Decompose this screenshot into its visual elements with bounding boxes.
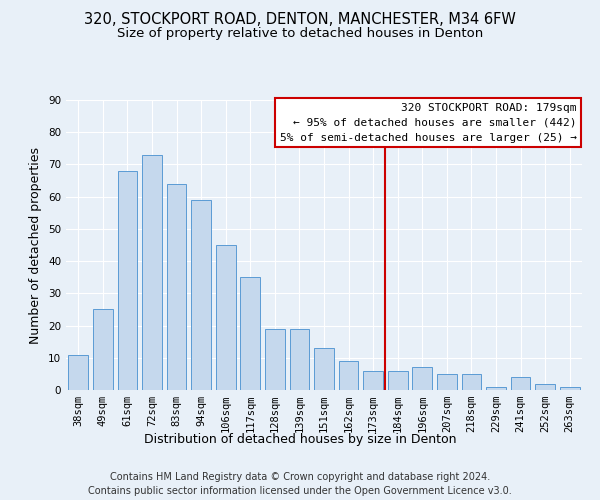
Bar bbox=[364, 370, 383, 390]
Bar bbox=[216, 245, 236, 390]
Bar bbox=[461, 374, 481, 390]
Bar bbox=[339, 361, 358, 390]
Text: Contains HM Land Registry data © Crown copyright and database right 2024.: Contains HM Land Registry data © Crown c… bbox=[110, 472, 490, 482]
Bar bbox=[241, 277, 260, 390]
Text: Contains public sector information licensed under the Open Government Licence v3: Contains public sector information licen… bbox=[88, 486, 512, 496]
Bar bbox=[118, 171, 137, 390]
Bar bbox=[314, 348, 334, 390]
Bar bbox=[560, 387, 580, 390]
Bar bbox=[486, 387, 506, 390]
Bar bbox=[511, 377, 530, 390]
Y-axis label: Number of detached properties: Number of detached properties bbox=[29, 146, 43, 344]
Bar bbox=[412, 368, 432, 390]
Bar bbox=[265, 329, 284, 390]
Text: Distribution of detached houses by size in Denton: Distribution of detached houses by size … bbox=[144, 432, 456, 446]
Bar bbox=[290, 329, 309, 390]
Bar bbox=[535, 384, 555, 390]
Bar bbox=[388, 370, 407, 390]
Text: 320, STOCKPORT ROAD, DENTON, MANCHESTER, M34 6FW: 320, STOCKPORT ROAD, DENTON, MANCHESTER,… bbox=[84, 12, 516, 28]
Text: Size of property relative to detached houses in Denton: Size of property relative to detached ho… bbox=[117, 28, 483, 40]
Bar bbox=[437, 374, 457, 390]
Bar bbox=[68, 354, 88, 390]
Bar bbox=[167, 184, 187, 390]
Bar bbox=[142, 155, 162, 390]
Bar bbox=[93, 310, 113, 390]
Bar bbox=[191, 200, 211, 390]
Text: 320 STOCKPORT ROAD: 179sqm
← 95% of detached houses are smaller (442)
5% of semi: 320 STOCKPORT ROAD: 179sqm ← 95% of deta… bbox=[280, 103, 577, 142]
